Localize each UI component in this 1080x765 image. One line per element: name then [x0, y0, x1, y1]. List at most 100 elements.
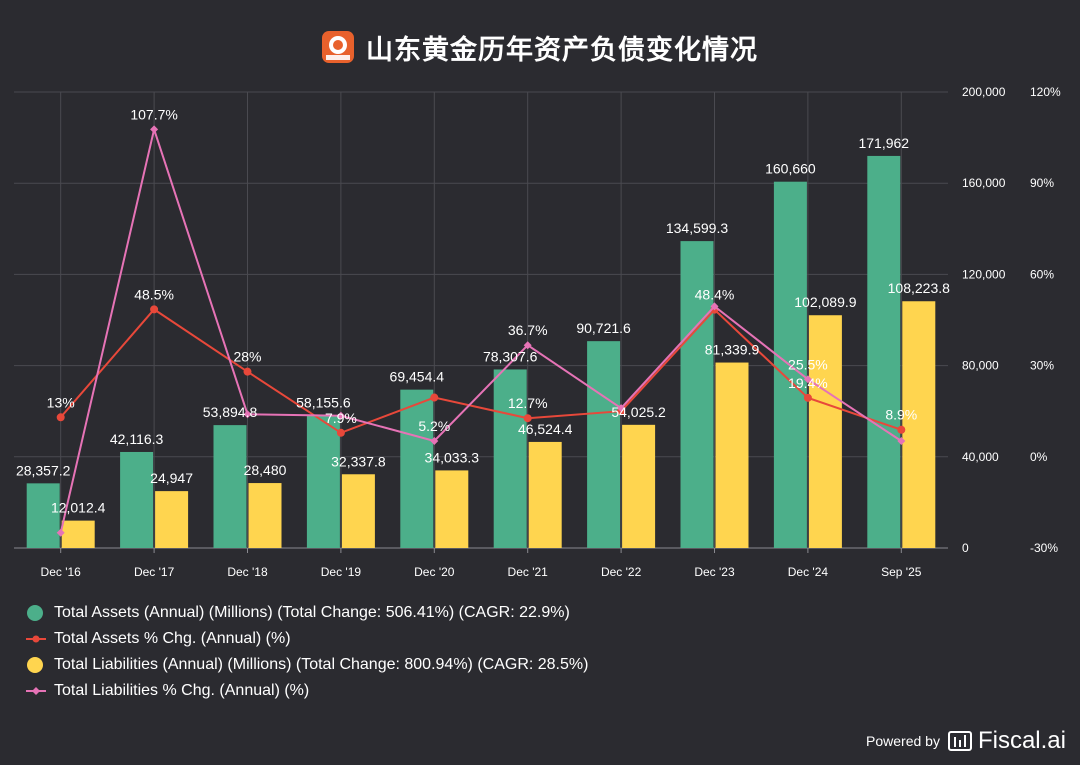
y-tick-label-right: 90% [1030, 176, 1054, 190]
x-tick-label: Dec '21 [508, 565, 549, 579]
x-tick-label: Dec '23 [694, 565, 735, 579]
y-tick-label-right: 0% [1030, 450, 1048, 464]
bar-total-assets [680, 241, 714, 549]
chart-header: 山东黄金历年资产负债变化情况 [0, 22, 1080, 72]
y-tick-label-right: 120% [1030, 85, 1061, 99]
bar-total-liabilities [248, 483, 282, 548]
point-total-assets-chg [523, 414, 532, 423]
data-label-total-assets: 53,894.8 [203, 404, 258, 420]
bar-total-liabilities [902, 301, 936, 548]
data-label-total-liabilities: 32,337.8 [331, 453, 386, 469]
y-tick-label-left: 80,000 [962, 359, 999, 373]
powered-by-text: Powered by [866, 733, 940, 749]
data-label-total-assets-chg: 7.9% [325, 410, 357, 426]
data-label-total-assets-chg: 28% [233, 349, 261, 365]
legend-item-total-assets[interactable]: Total Assets (Annual) (Millions) (Total … [26, 600, 588, 626]
bar-total-assets [867, 155, 901, 548]
data-label-total-assets: 28,357.2 [16, 462, 71, 478]
point-total-liabilities-chg [897, 436, 906, 445]
fiscal-brand: Fiscal.ai [947, 727, 1066, 755]
legend-item-total-assets-chg[interactable]: Total Assets % Chg. (Annual) (%) [26, 626, 588, 652]
x-tick-label: Sep '25 [881, 565, 922, 579]
line-total-liabilities-chg [59, 125, 902, 534]
bar-total-assets [26, 483, 60, 548]
bar-total-liabilities [715, 362, 749, 548]
data-label-total-liabilities: 46,524.4 [518, 421, 573, 437]
legend-item-total-liabilities-chg[interactable]: Total Liabilities % Chg. (Annual) (%) [26, 678, 588, 704]
bar-total-liabilities [61, 520, 95, 548]
x-tick-label: Dec '17 [134, 565, 175, 579]
data-label-total-assets-chg: 48.5% [134, 286, 174, 302]
y-tick-label-right: 60% [1030, 267, 1054, 281]
data-label-total-liabilities: 81,339.9 [705, 342, 760, 358]
point-total-liabilities-chg [243, 410, 252, 419]
line-total-assets-chg [59, 308, 902, 434]
point-total-assets-chg [336, 428, 345, 437]
data-label-total-assets-chg: 13% [47, 394, 75, 410]
x-tick-label: Dec '16 [41, 565, 82, 579]
chart-plot: 0 -30% 40,000 0% 80,000 30% 120,000 60% 160,000 9… [14, 85, 1061, 579]
x-tick-label: Dec '24 [788, 565, 829, 579]
data-label-total-assets: 171,962 [858, 135, 909, 151]
data-label-total-liabilities-chg: 107.7% [130, 106, 177, 122]
point-total-liabilities-chg [710, 302, 719, 311]
data-label-total-assets: 90,721.6 [576, 320, 631, 336]
legend-item-total-liabilities[interactable]: Total Liabilities (Annual) (Millions) (T… [26, 652, 588, 678]
fiscal-ai-logo-icon [947, 731, 972, 751]
x-tick-label: Dec '19 [321, 565, 362, 579]
bar-total-liabilities [528, 441, 562, 548]
point-total-liabilities-chg [617, 404, 626, 413]
point-total-assets-chg [56, 413, 65, 422]
bar-total-assets [306, 415, 340, 548]
data-label-total-liabilities: 108,223.8 [888, 280, 950, 296]
data-label-total-assets: 134,599.3 [666, 220, 728, 236]
point-total-assets-chg [803, 393, 812, 402]
y-tick-label-left: 0 [962, 541, 969, 555]
shandong-gold-logo-icon [322, 31, 354, 63]
y-tick-label-left: 40,000 [962, 450, 999, 464]
y-tick-label-left: 200,000 [962, 85, 1006, 99]
data-label-total-liabilities: 34,033.3 [425, 449, 480, 465]
legend-label: Total Liabilities (Annual) (Millions) (T… [54, 656, 589, 673]
point-total-assets-chg [150, 305, 159, 314]
legend-line-diamond-icon [26, 687, 46, 695]
data-label-total-liabilities-chg: 25.5% [788, 356, 828, 372]
data-label-total-assets-chg: 8.9% [885, 407, 917, 423]
data-label-total-liabilities: 54,025.2 [611, 404, 666, 420]
bar-total-assets [400, 389, 434, 548]
bar-total-assets [213, 425, 247, 548]
powered-by[interactable]: Powered by Fiscal.ai [866, 727, 1066, 755]
data-label-total-assets: 69,454.4 [390, 369, 445, 385]
bar-total-liabilities [622, 424, 656, 548]
legend-label: Total Liabilities % Chg. (Annual) (%) [54, 682, 310, 699]
point-total-liabilities-chg [803, 375, 812, 384]
data-label-total-liabilities-chg: 36.7% [508, 322, 548, 338]
data-label-total-assets: 78,307.6 [483, 348, 538, 364]
data-label-total-liabilities: 28,480 [244, 462, 287, 478]
point-total-liabilities-chg [523, 341, 532, 350]
chart-legend: Total Assets (Annual) (Millions) (Total … [26, 600, 588, 704]
data-label-total-assets-chg: 12.7% [508, 395, 548, 411]
bar-total-liabilities [808, 315, 842, 548]
y-tick-label-right: -30% [1030, 541, 1058, 555]
point-total-liabilities-chg [336, 411, 345, 420]
point-total-assets-chg [897, 425, 906, 434]
point-total-liabilities-chg [150, 125, 159, 134]
data-label-total-assets: 160,660 [765, 161, 816, 177]
data-label-total-liabilities: 24,947 [150, 470, 193, 486]
legend-label: Total Assets % Chg. (Annual) (%) [54, 630, 291, 647]
bar-total-liabilities [341, 474, 375, 548]
data-label-total-assets: 42,116.3 [110, 431, 164, 447]
legend-label: Total Assets (Annual) (Millions) (Total … [54, 604, 570, 621]
bar-total-assets [493, 369, 527, 548]
legend-dot-icon [27, 605, 43, 621]
x-tick-label: Dec '22 [601, 565, 642, 579]
chart-title: 山东黄金历年资产负债变化情况 [366, 34, 758, 66]
fiscal-brand-name: Fiscal.ai [977, 727, 1066, 754]
x-tick-label: Dec '20 [414, 565, 455, 579]
data-label-total-liabilities: 102,089.9 [794, 294, 856, 310]
bar-total-assets [120, 451, 154, 548]
bar-total-liabilities [435, 470, 469, 548]
y-tick-label-left: 120,000 [962, 267, 1006, 281]
data-label-total-assets-chg: 48.4% [695, 287, 735, 303]
